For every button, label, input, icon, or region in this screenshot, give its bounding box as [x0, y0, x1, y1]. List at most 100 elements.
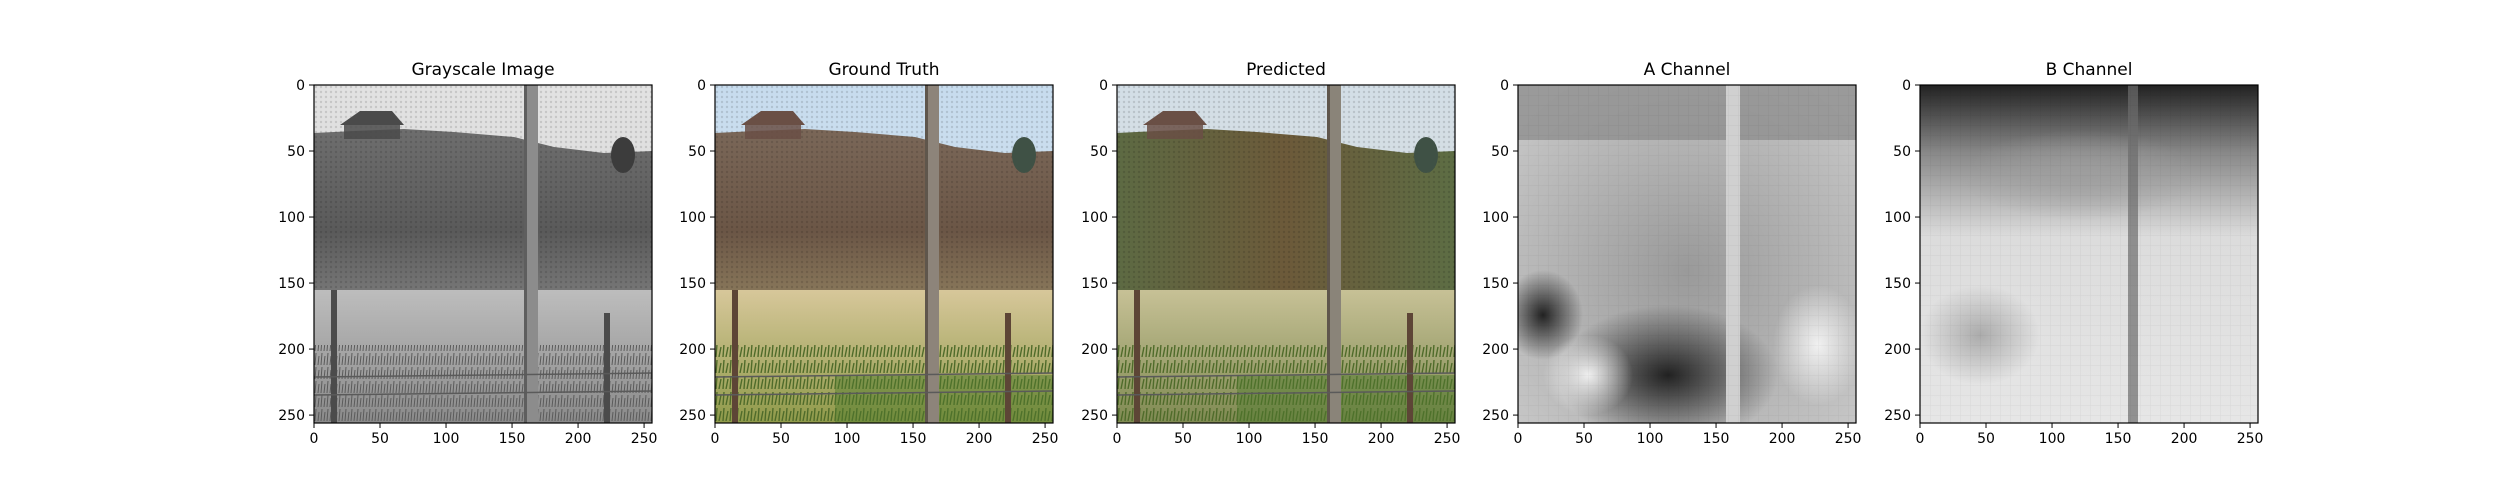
axes-frame [1919, 84, 2259, 424]
fence-wire [314, 372, 652, 378]
image-panel: Predicted 0 50 100 150 200 250 0 50 100 150 200 250 [1081, 60, 1460, 447]
y-tick-label: 200 [1482, 342, 1509, 358]
x-tick-label: 200 [2171, 431, 2198, 447]
x-tick-label: 0 [1113, 431, 1122, 447]
y-tick-label: 0 [296, 78, 305, 94]
image-panel: Ground Truth 0 50 100 150 200 250 0 50 100 150 200 2… [679, 60, 1058, 447]
y-tick-label: 50 [1893, 144, 1911, 160]
y-tick-label: 50 [1090, 144, 1108, 160]
y-tick-label: 200 [1081, 342, 1108, 358]
y-tick-label: 150 [679, 276, 706, 292]
x-tick-label: 250 [631, 431, 658, 447]
fence-post [732, 290, 738, 423]
y-tick-label: 0 [1099, 78, 1108, 94]
x-tick-label: 0 [711, 431, 720, 447]
green-plants [1237, 375, 1455, 423]
panel-image [1920, 85, 2258, 423]
tree [611, 137, 635, 173]
y-tick-label: 100 [1081, 210, 1108, 226]
panel-title: B Channel [2046, 60, 2133, 80]
panel-image [715, 85, 1053, 423]
y-tick-label: 150 [1482, 276, 1509, 292]
utility-pole [524, 85, 538, 423]
panel-title: A Channel [1644, 60, 1731, 80]
tree [1414, 137, 1438, 173]
y-tick-label: 250 [679, 408, 706, 424]
x-tick-label: 100 [2039, 431, 2066, 447]
grass [1117, 345, 1455, 423]
x-tick-label: 150 [499, 431, 526, 447]
green-plants [835, 375, 1053, 423]
x-tick-label: 0 [1514, 431, 1523, 447]
pole-edge [524, 85, 527, 423]
x-tick-label: 200 [1769, 431, 1796, 447]
x-tick-label: 100 [834, 431, 861, 447]
fence-post [604, 313, 610, 423]
x-tick-label: 50 [1575, 431, 1593, 447]
fence-post [1407, 313, 1413, 423]
panel-image [1518, 85, 1856, 423]
x-tick-label: 250 [1032, 431, 1059, 447]
axes-frame [1116, 84, 1456, 424]
x-tick-label: 200 [1368, 431, 1395, 447]
house [1147, 125, 1203, 139]
y-tick-label: 150 [1081, 276, 1108, 292]
y-tick-label: 100 [278, 210, 305, 226]
y-tick-label: 100 [1884, 210, 1911, 226]
y-tick-label: 100 [679, 210, 706, 226]
x-tick-label: 100 [1637, 431, 1664, 447]
utility-pole [1327, 85, 1341, 423]
house-roof [1143, 111, 1207, 125]
panel-title: Predicted [1246, 60, 1326, 80]
house-roof [340, 111, 404, 125]
y-tick-label: 0 [1902, 78, 1911, 94]
x-tick-label: 150 [2105, 431, 2132, 447]
house [745, 125, 801, 139]
utility-pole [925, 85, 939, 423]
image-panel: A Channel 0 50 100 150 200 250 0 50 100 150 200 250 [1482, 60, 1862, 447]
y-tick-label: 50 [287, 144, 305, 160]
fence-wire [1117, 390, 1455, 396]
fence-wire [1117, 372, 1455, 378]
y-tick-label: 0 [1500, 78, 1509, 94]
fence-wire [314, 390, 652, 396]
x-tick-label: 150 [1302, 431, 1329, 447]
x-tick-label: 150 [1703, 431, 1730, 447]
axes-frame [1517, 84, 1857, 424]
grass [314, 345, 652, 423]
x-tick-label: 50 [371, 431, 389, 447]
axes-frame [313, 84, 653, 424]
house-roof [741, 111, 805, 125]
pole-edge [925, 85, 928, 423]
x-tick-label: 100 [1236, 431, 1263, 447]
panel-title: Grayscale Image [411, 60, 554, 80]
y-tick-label: 250 [1884, 408, 1911, 424]
x-tick-label: 150 [900, 431, 927, 447]
x-tick-label: 250 [1835, 431, 1862, 447]
y-tick-label: 50 [688, 144, 706, 160]
tree [1012, 137, 1036, 173]
x-tick-label: 250 [2237, 431, 2264, 447]
x-tick-label: 100 [433, 431, 460, 447]
fence-wire [715, 390, 1053, 396]
fence-post [1005, 313, 1011, 423]
x-tick-label: 50 [772, 431, 790, 447]
x-tick-label: 50 [1977, 431, 1995, 447]
y-tick-label: 100 [1482, 210, 1509, 226]
y-tick-label: 0 [697, 78, 706, 94]
y-tick-label: 250 [1482, 408, 1509, 424]
x-tick-label: 50 [1174, 431, 1192, 447]
x-tick-label: 250 [1434, 431, 1461, 447]
panel-image [314, 85, 652, 423]
y-tick-label: 150 [278, 276, 305, 292]
panel-image [1117, 85, 1455, 423]
x-tick-label: 200 [966, 431, 993, 447]
x-tick-label: 0 [1916, 431, 1925, 447]
pole-edge [1327, 85, 1330, 423]
grass [715, 345, 1053, 423]
fence-wire [715, 372, 1053, 378]
image-panel: B Channel 0 50 100 150 200 250 0 50 100 150 200 250 [1884, 60, 2263, 447]
x-tick-label: 0 [310, 431, 319, 447]
y-tick-label: 200 [1884, 342, 1911, 358]
